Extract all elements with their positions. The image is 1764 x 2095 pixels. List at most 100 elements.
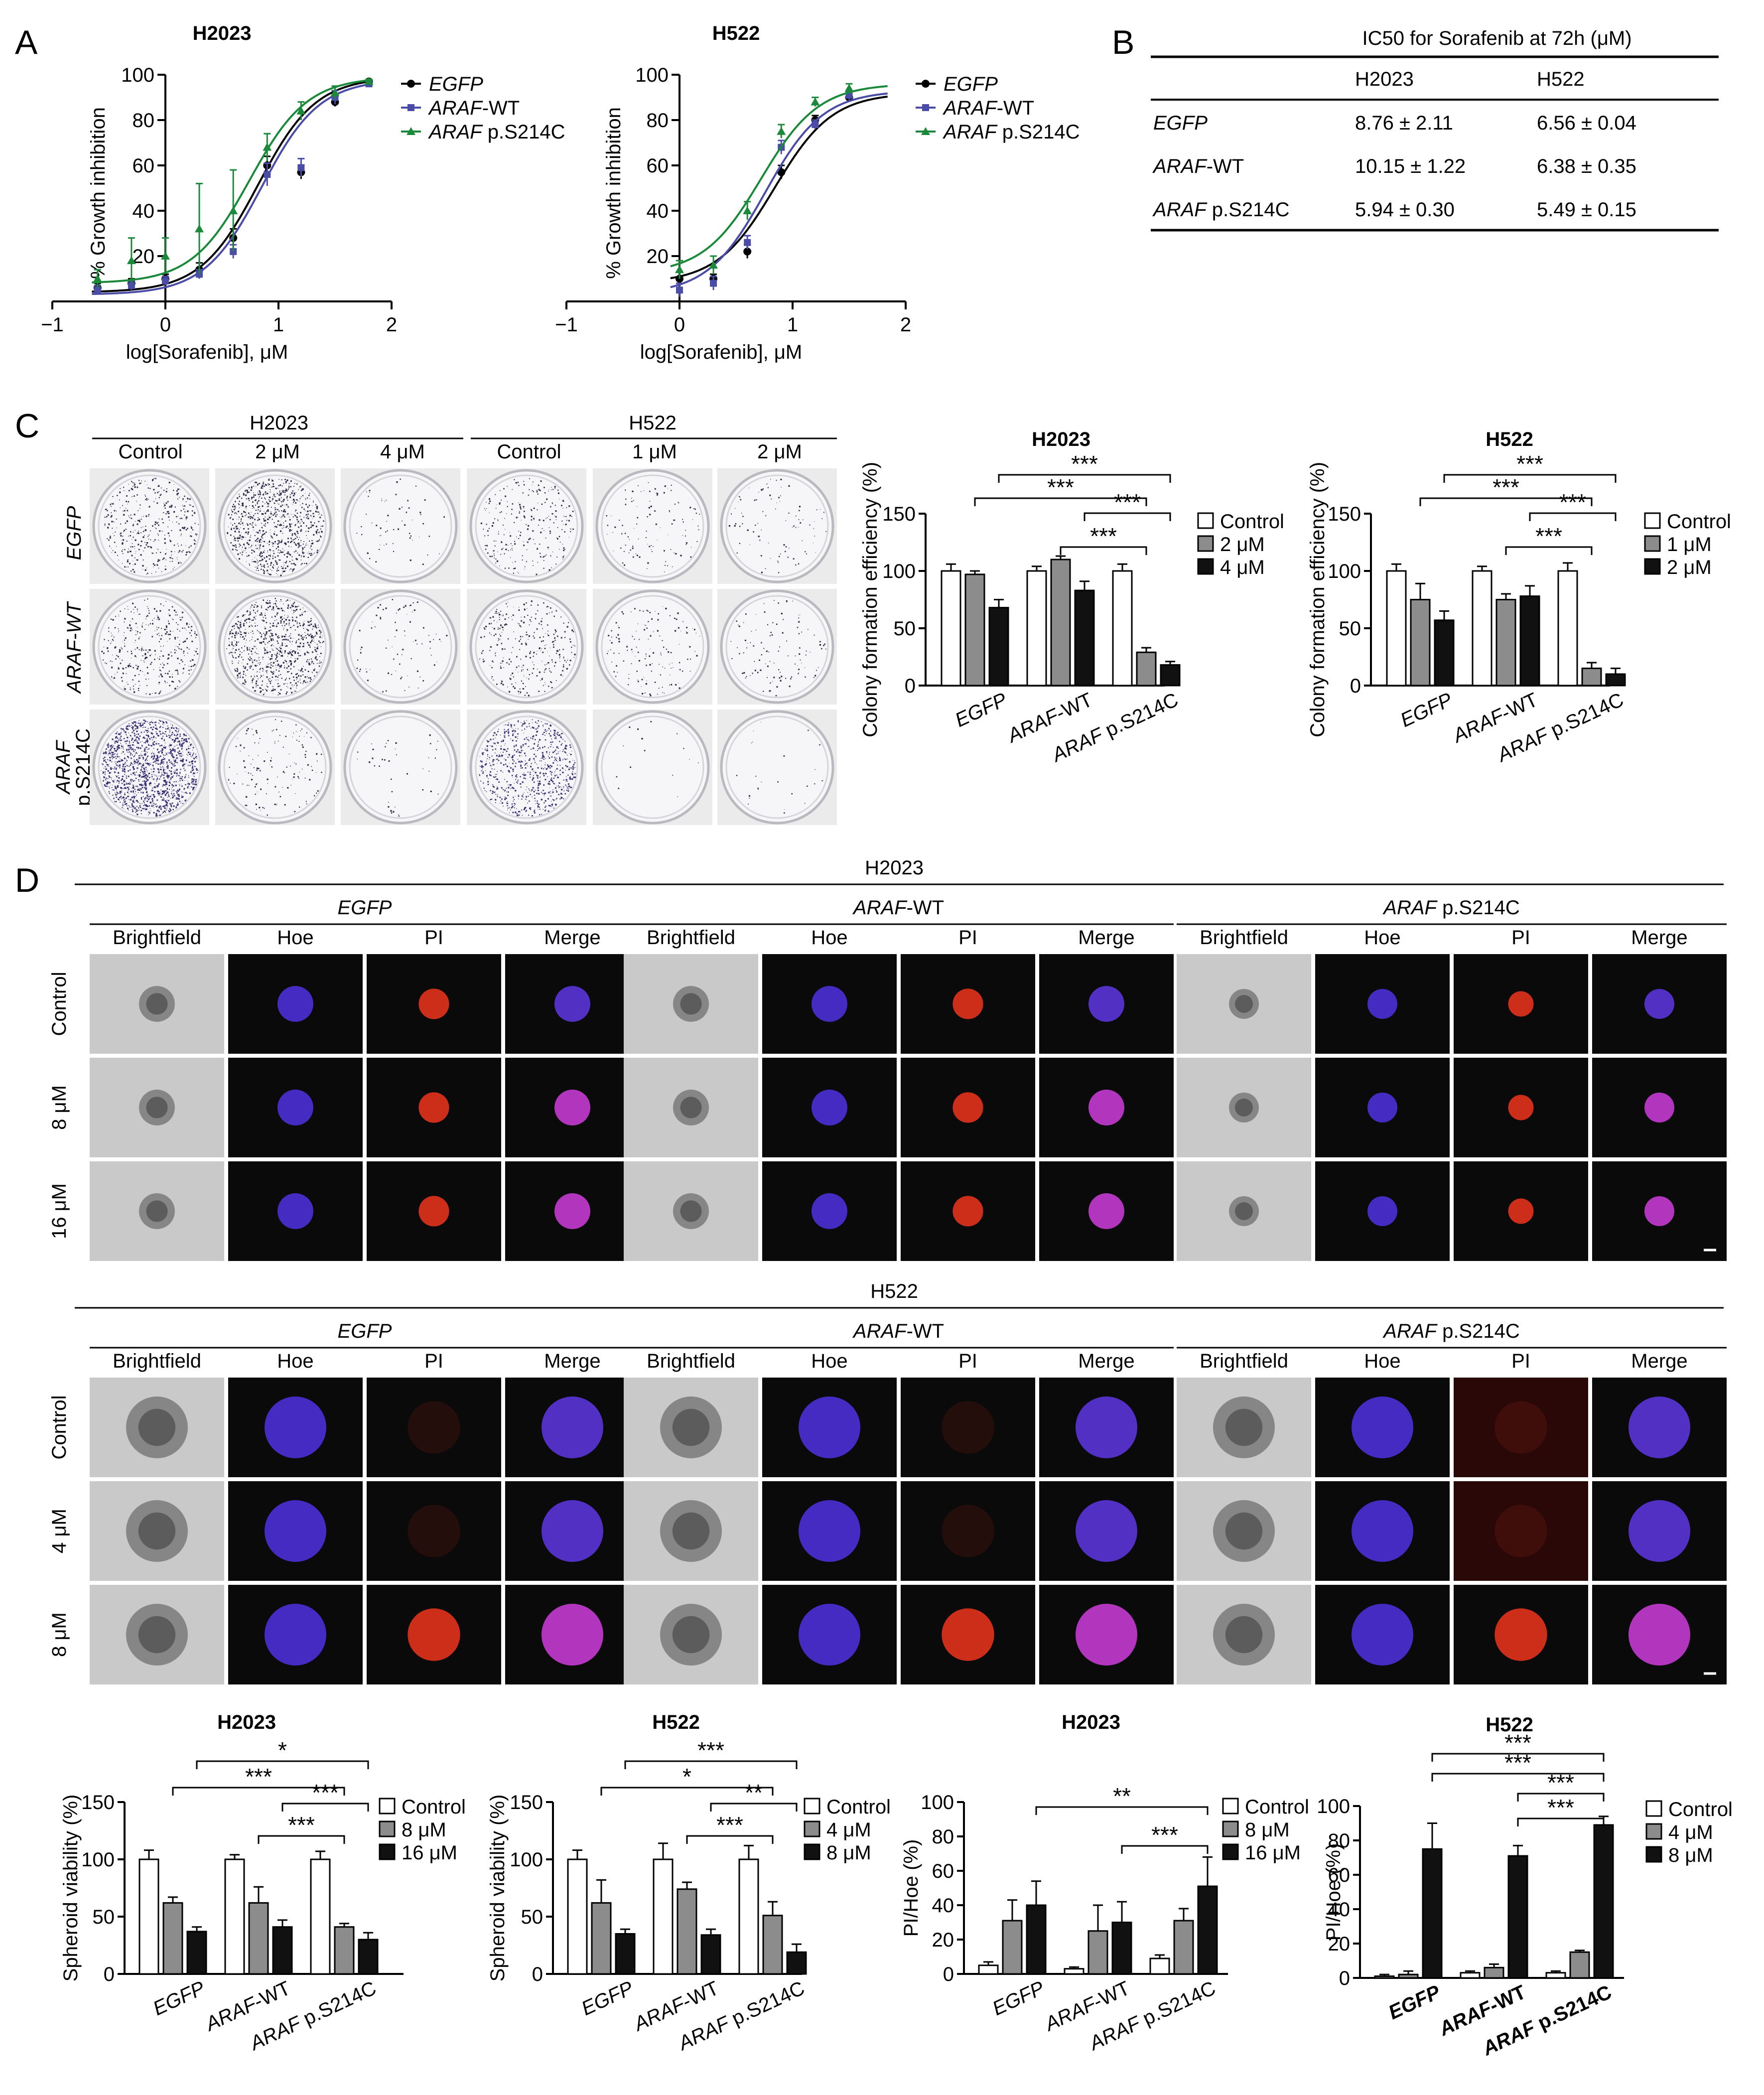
legend-label: 4 μM <box>1220 557 1265 578</box>
colony-plates: H2023 H522 Control 2 μM 4 μM Control 1 μ… <box>52 412 837 825</box>
colony-dots <box>104 478 199 575</box>
spheroid-signal <box>418 1196 449 1227</box>
spheroid-signal <box>1628 1397 1690 1458</box>
spheroid-signal <box>418 988 449 1019</box>
group-title: EGFP <box>338 1320 392 1342</box>
spheroid-core <box>138 1616 176 1654</box>
bar <box>1569 1951 1590 1979</box>
y-tick-label: 20 <box>932 1929 954 1951</box>
group-title: ARAF-WT <box>852 1320 944 1342</box>
channel-label: Merge <box>1078 927 1134 949</box>
data-point <box>94 286 101 294</box>
spheroid-core <box>672 1512 710 1550</box>
plates-col-label: Control <box>119 441 183 463</box>
legend-label: 8 μM <box>402 1819 446 1841</box>
spheroid-signal <box>952 1092 983 1123</box>
y-tick-label: 0 <box>943 1963 954 1985</box>
category-suffix: p.S214C <box>1529 1981 1615 2036</box>
spheroid-signal <box>1088 986 1124 1022</box>
y-tick-label: 60 <box>647 155 669 177</box>
pi-image <box>367 1378 501 1477</box>
plates-col-label: Control <box>497 441 561 463</box>
plates-group-title-h2023: H2023 <box>250 412 308 434</box>
legend-swatch <box>379 1798 396 1815</box>
sig-bracket <box>1121 1845 1209 1854</box>
data-point <box>161 252 170 260</box>
bar <box>162 1902 183 1975</box>
sig-label: *** <box>1071 451 1098 477</box>
spheroid-signal <box>799 1500 860 1562</box>
table-row-wt-label: ARAF-WT <box>1152 155 1244 177</box>
y-tick-label: 50 <box>894 618 916 640</box>
category-gene: EGFP <box>989 1977 1048 2020</box>
sig-bracket <box>196 1760 369 1769</box>
sig-label: *** <box>1547 1795 1574 1820</box>
y-tick-label: 100 <box>81 1849 115 1871</box>
colony-dots <box>479 600 576 697</box>
chart-title: H522 <box>1486 1714 1533 1736</box>
x-tick-label: 1 <box>273 314 284 336</box>
legend-swatch <box>1222 1798 1239 1815</box>
y-tick-label: 150 <box>1328 503 1361 525</box>
sig-bracket <box>1443 474 1617 483</box>
sig-label: *** <box>1504 1750 1531 1776</box>
spheroid-signal <box>277 1090 313 1125</box>
data-point <box>264 171 271 178</box>
row-label: 8 μM <box>48 1612 70 1657</box>
spheroid-signal <box>952 988 983 1019</box>
legend-swatch <box>1644 558 1661 575</box>
x-axis-label: log[Sorafenib], μM <box>126 341 288 363</box>
x-tick-label: 2 <box>386 314 397 336</box>
spheroid-signal <box>554 1193 590 1229</box>
spheroid-core <box>680 993 702 1015</box>
legend-swatch <box>379 1820 396 1837</box>
bar <box>334 1926 355 1975</box>
spheroid-core <box>672 1408 710 1446</box>
plate-dish <box>92 589 207 704</box>
bar <box>1557 570 1578 687</box>
table-row-mut-label: ARAF p.S214C <box>1152 199 1289 221</box>
sig-label: *** <box>1151 1822 1178 1848</box>
data-point <box>743 247 752 256</box>
bar <box>224 1858 245 1975</box>
y-axis-label: Spheroid viability (%) <box>60 1795 82 1982</box>
y-tick-label: 50 <box>521 1906 543 1928</box>
section-title: H522 <box>870 1280 918 1302</box>
spheroid-signal <box>542 1500 603 1562</box>
plate-rim <box>223 474 327 578</box>
y-tick-label: 100 <box>635 64 669 86</box>
sig-label: *** <box>1559 489 1586 515</box>
spheroid-signal <box>554 986 590 1022</box>
pi-image <box>1454 1481 1588 1581</box>
sig-bracket <box>1060 546 1147 555</box>
legend-swatch <box>804 1820 820 1837</box>
fit-curve <box>92 80 373 293</box>
plate-dish <box>469 589 584 704</box>
fit-curve <box>92 83 373 295</box>
group-gene: ARAF <box>1382 1320 1438 1342</box>
y-tick-label: 60 <box>133 155 155 177</box>
spheroid-signal <box>1644 1093 1674 1122</box>
legend-swatch <box>1222 1843 1239 1860</box>
legend-label: Control <box>1220 511 1284 533</box>
channel-label: Merge <box>1631 1350 1687 1372</box>
group-suffix: -WT <box>907 897 945 919</box>
spheroid-signal <box>942 1608 994 1661</box>
y-tick-label: 100 <box>510 1849 543 1871</box>
x-tick-label: 0 <box>674 314 685 336</box>
legend-label: Control <box>402 1796 466 1818</box>
bar <box>1581 668 1602 687</box>
spheroid-signal <box>812 1193 847 1229</box>
category-gene: ARAF <box>1086 2012 1145 2055</box>
bar <box>653 1858 674 1975</box>
spheroid-signal <box>1508 991 1534 1017</box>
plate-dish <box>720 589 834 704</box>
spheroid-core <box>680 1097 702 1118</box>
curve-chart-h2023: H2023 −1 0 1 2 20 40 60 80 100 log[Sorafenib], μM%… <box>41 22 565 363</box>
sig-bracket <box>686 1835 774 1844</box>
sig-label: ** <box>745 1780 763 1806</box>
legend-marker <box>407 104 414 111</box>
panel-letter-c: C <box>15 407 39 445</box>
